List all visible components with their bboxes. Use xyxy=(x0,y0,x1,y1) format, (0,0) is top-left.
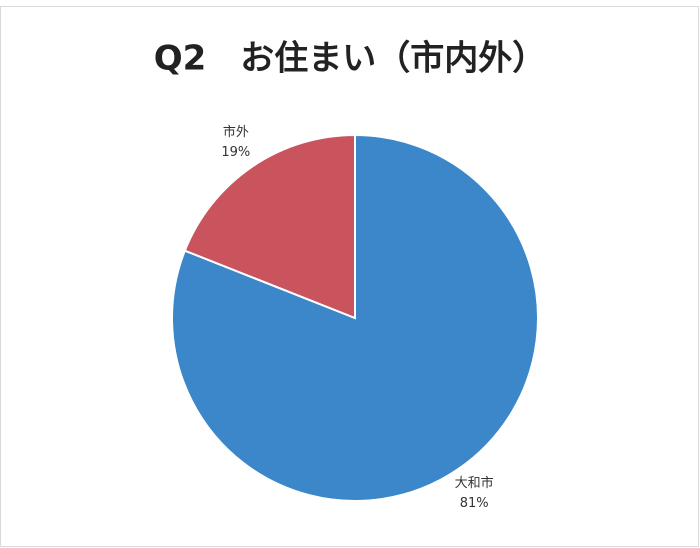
slice-value-label: 81% xyxy=(460,496,489,511)
pie-slice xyxy=(171,133,539,502)
slice-label: 市外 xyxy=(223,124,249,140)
pie-slice xyxy=(183,133,356,320)
chart-title: Q2 お住まい（市内外） xyxy=(154,39,547,79)
slice-value-label: 19% xyxy=(221,145,250,160)
slice-label: 大和市 xyxy=(455,475,494,491)
